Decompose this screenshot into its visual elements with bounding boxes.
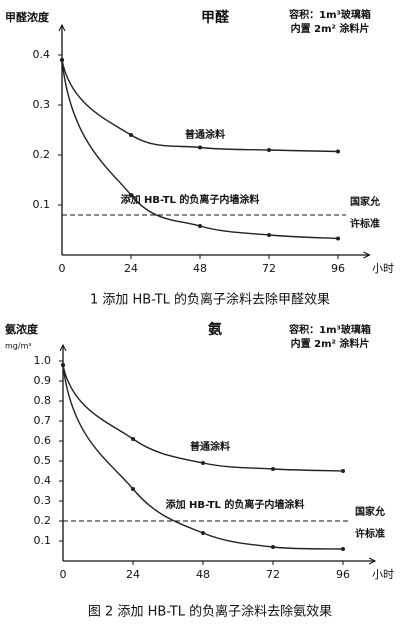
series-line — [61, 59, 339, 240]
x-tick-label: 24 — [126, 568, 140, 581]
data-point — [341, 547, 345, 551]
data-point — [341, 469, 345, 473]
annotation: 内置 2m² 涂料片 — [291, 337, 370, 350]
series-label: 添加 HB-TL 的负离子内墙涂料 — [166, 498, 305, 511]
y-tick-label: 0.3 — [33, 98, 51, 111]
axis-arrow — [368, 557, 377, 565]
y-tick-label: 0.5 — [34, 454, 52, 467]
y-tick-label: 1.0 — [34, 354, 52, 367]
data-point — [198, 224, 202, 228]
data-point — [336, 236, 340, 241]
x-tick-label: 96 — [331, 262, 345, 275]
x-tick-label: 72 — [266, 568, 280, 581]
y-tick-label: 0.1 — [33, 198, 51, 211]
data-point — [198, 145, 202, 150]
data-point — [267, 148, 271, 152]
series-line — [62, 364, 344, 472]
series-label: 普通涂料 — [190, 440, 230, 453]
series-label: 普通涂料 — [185, 128, 225, 141]
data-point — [336, 149, 340, 154]
series-line — [62, 364, 344, 550]
axis-arrow — [58, 23, 66, 32]
annotation: 内置 2m² 涂料片 — [291, 22, 370, 35]
chart-title: 甲醛 — [201, 9, 230, 26]
data-point — [201, 461, 205, 465]
x-tick-label: 48 — [193, 262, 207, 275]
y-axis-label: 氨浓度 — [5, 322, 39, 336]
x-tick-label: 72 — [262, 262, 276, 275]
caption: 图 2 添加 HB-TL 的负离子涂料去除氨效果 — [88, 604, 332, 620]
data-point — [129, 193, 133, 197]
x-tick-label: 96 — [336, 568, 350, 581]
reference-label: 国家允 — [350, 195, 380, 208]
x-axis-label: 小时 — [372, 262, 394, 275]
data-point — [267, 233, 271, 237]
annotation: 容积：1m³玻璃箱 — [288, 8, 371, 21]
chart-title: 氨 — [208, 321, 222, 338]
x-axis-label: 小时 — [372, 568, 394, 581]
reference-label: 许标准 — [350, 217, 380, 230]
y-tick-label: 0.3 — [34, 494, 52, 507]
y-tick-label: 0.4 — [34, 474, 52, 487]
annotation: 容积：1m³玻璃箱 — [288, 323, 371, 336]
data-point — [61, 363, 65, 367]
y-unit: mg/m³ — [5, 342, 32, 351]
data-point — [201, 531, 205, 535]
data-point — [271, 545, 275, 549]
y-tick-label: 0.7 — [34, 414, 52, 427]
data-point — [131, 487, 135, 491]
y-tick-label: 0.6 — [34, 434, 52, 447]
axis-arrow — [363, 251, 371, 259]
x-tick-label: 24 — [124, 262, 138, 275]
x-tick-label: 48 — [196, 568, 210, 581]
y-tick-label: 0.4 — [33, 48, 51, 61]
reference-label: 国家允 — [355, 505, 385, 518]
data-point — [131, 437, 135, 441]
data-point — [271, 467, 275, 471]
y-tick-label: 0.2 — [33, 148, 51, 161]
reference-label: 许标准 — [355, 527, 385, 540]
data-point — [60, 58, 64, 62]
y-tick-label: 0.1 — [34, 534, 52, 547]
series-label: 添加 HB-TL 的负离子内墙涂料 — [121, 193, 260, 206]
x-tick-label: 0 — [60, 568, 67, 581]
x-tick-label: 0 — [59, 262, 66, 275]
y-tick-label: 0.8 — [34, 394, 52, 407]
y-tick-label: 0.9 — [34, 374, 52, 387]
axis-arrow — [59, 343, 67, 352]
y-tick-label: 0.2 — [34, 514, 52, 527]
caption: 1 添加 HB-TL 的负离子涂料去除甲醛效果 — [90, 292, 330, 308]
y-axis-label: 甲醛浓度 — [5, 10, 50, 24]
data-point — [129, 133, 133, 137]
